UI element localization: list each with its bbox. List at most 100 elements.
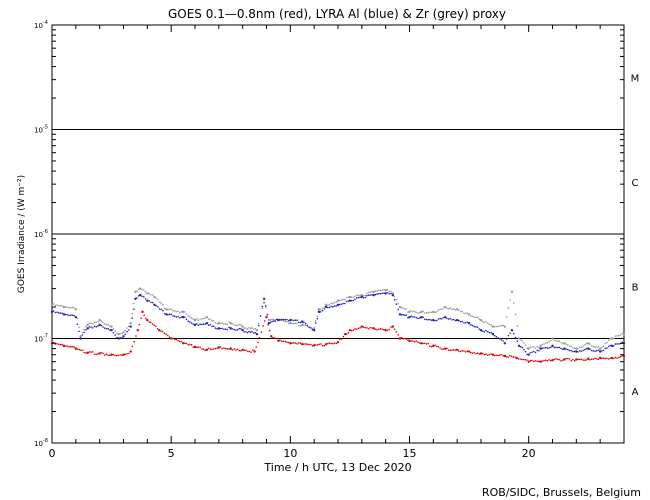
- series-0-dot: [561, 342, 564, 345]
- series-2-dot: [400, 336, 403, 339]
- series-0-dot: [332, 302, 334, 305]
- series-0-dot: [509, 299, 511, 301]
- series-1-dot: [266, 314, 269, 316]
- series-1-dot: [577, 351, 579, 353]
- series-0-dot: [407, 311, 409, 313]
- series-1-point: [444, 315, 447, 319]
- series-2-dot: [335, 342, 338, 345]
- series-2-dot: [619, 355, 622, 358]
- series-2-dot: [405, 338, 408, 340]
- series-1-dot: [548, 347, 550, 349]
- series-2-dot: [597, 358, 600, 361]
- series-2-dot: [109, 354, 111, 357]
- series-1-dot: [478, 328, 481, 330]
- series-1-dot: [102, 326, 104, 328]
- series-2-point: [539, 360, 542, 363]
- series-0-dot: [601, 346, 603, 349]
- series-0-point: [217, 322, 221, 325]
- series-0-dot: [590, 345, 593, 347]
- series-0-dot: [490, 324, 493, 326]
- series-0-dot: [345, 296, 348, 299]
- series-2-dot: [487, 354, 489, 356]
- series-0-dot: [376, 289, 378, 292]
- series-0-dot: [441, 308, 443, 311]
- series-0-dot: [350, 296, 353, 298]
- series-0-dot: [314, 320, 317, 322]
- series-2-dot: [359, 327, 361, 329]
- series-1-dot: [565, 348, 567, 350]
- series-2-dot: [80, 349, 82, 352]
- series-0-dot: [294, 322, 297, 325]
- series-0-dot: [560, 341, 562, 344]
- series-0-dot: [397, 302, 399, 305]
- series-2-dot: [112, 353, 115, 356]
- series-1-dot: [412, 316, 414, 318]
- series-2-dot: [144, 317, 147, 320]
- series-1-dot: [556, 346, 559, 349]
- series-2-dot: [219, 346, 222, 348]
- series-1-point: [348, 299, 352, 302]
- series-0-point: [153, 295, 156, 299]
- series-2-dot: [410, 340, 413, 342]
- series-1-dot: [481, 330, 484, 333]
- series-2-point: [270, 335, 273, 338]
- series-2-dot: [592, 358, 595, 360]
- series-1-dot: [170, 313, 173, 316]
- series-1-point: [122, 335, 125, 338]
- series-0-dot: [97, 320, 99, 323]
- series-1-dot: [187, 320, 189, 323]
- series-0-dot: [621, 332, 624, 335]
- series-2-dot: [437, 345, 440, 348]
- series-2-dot: [268, 329, 271, 332]
- series-1-dot: [594, 350, 596, 352]
- series-1-dot: [326, 306, 329, 309]
- series-1-dot: [119, 337, 122, 339]
- series-2-dot: [250, 351, 252, 353]
- series-1-point: [62, 313, 66, 316]
- series-1-dot: [141, 295, 143, 297]
- series-1-dot: [185, 318, 188, 321]
- series-1-dot: [487, 330, 489, 333]
- series-1-dot: [367, 294, 370, 296]
- series-0-dot: [168, 308, 171, 310]
- series-0-dot: [231, 323, 234, 325]
- series-1-point: [181, 315, 185, 319]
- series-1-dot: [66, 313, 69, 316]
- series-1-dot: [97, 325, 99, 327]
- flare-class-M: M: [631, 73, 640, 84]
- series-0-dot: [114, 330, 116, 332]
- series-0-point: [98, 318, 101, 322]
- series-0-dot: [163, 307, 166, 310]
- series-2: [50, 310, 626, 363]
- series-2-point: [110, 353, 113, 356]
- series-0-point: [348, 295, 352, 299]
- series-0-dot: [405, 308, 408, 310]
- series-0-dot: [211, 319, 213, 322]
- series-1-point: [86, 327, 89, 330]
- series-2-dot: [185, 342, 188, 345]
- series-0-dot: [366, 292, 368, 295]
- series-1-point: [372, 293, 375, 297]
- series-2-dot: [246, 350, 249, 353]
- series-1-dot: [519, 345, 522, 348]
- series-1-dot: [400, 313, 403, 316]
- flare-class-C: C: [632, 178, 639, 189]
- series-2-dot: [160, 330, 162, 332]
- series-2-dot: [64, 345, 67, 347]
- series-2-dot: [435, 345, 438, 348]
- series-0-dot: [316, 315, 319, 318]
- series-2-dot: [287, 341, 290, 344]
- series-1-dot: [560, 347, 562, 350]
- series-0-dot: [209, 318, 212, 320]
- series-2-dot: [478, 353, 481, 355]
- series-2-dot: [183, 342, 186, 345]
- series-2-dot: [315, 344, 317, 346]
- series-0-dot: [158, 301, 161, 304]
- series-1-dot: [390, 292, 392, 295]
- series-1-dot: [439, 317, 441, 320]
- series-2-dot: [604, 357, 607, 360]
- series-0-dot: [434, 311, 436, 313]
- y-tick-label: 10-5: [34, 125, 48, 135]
- series-1-dot: [207, 324, 210, 326]
